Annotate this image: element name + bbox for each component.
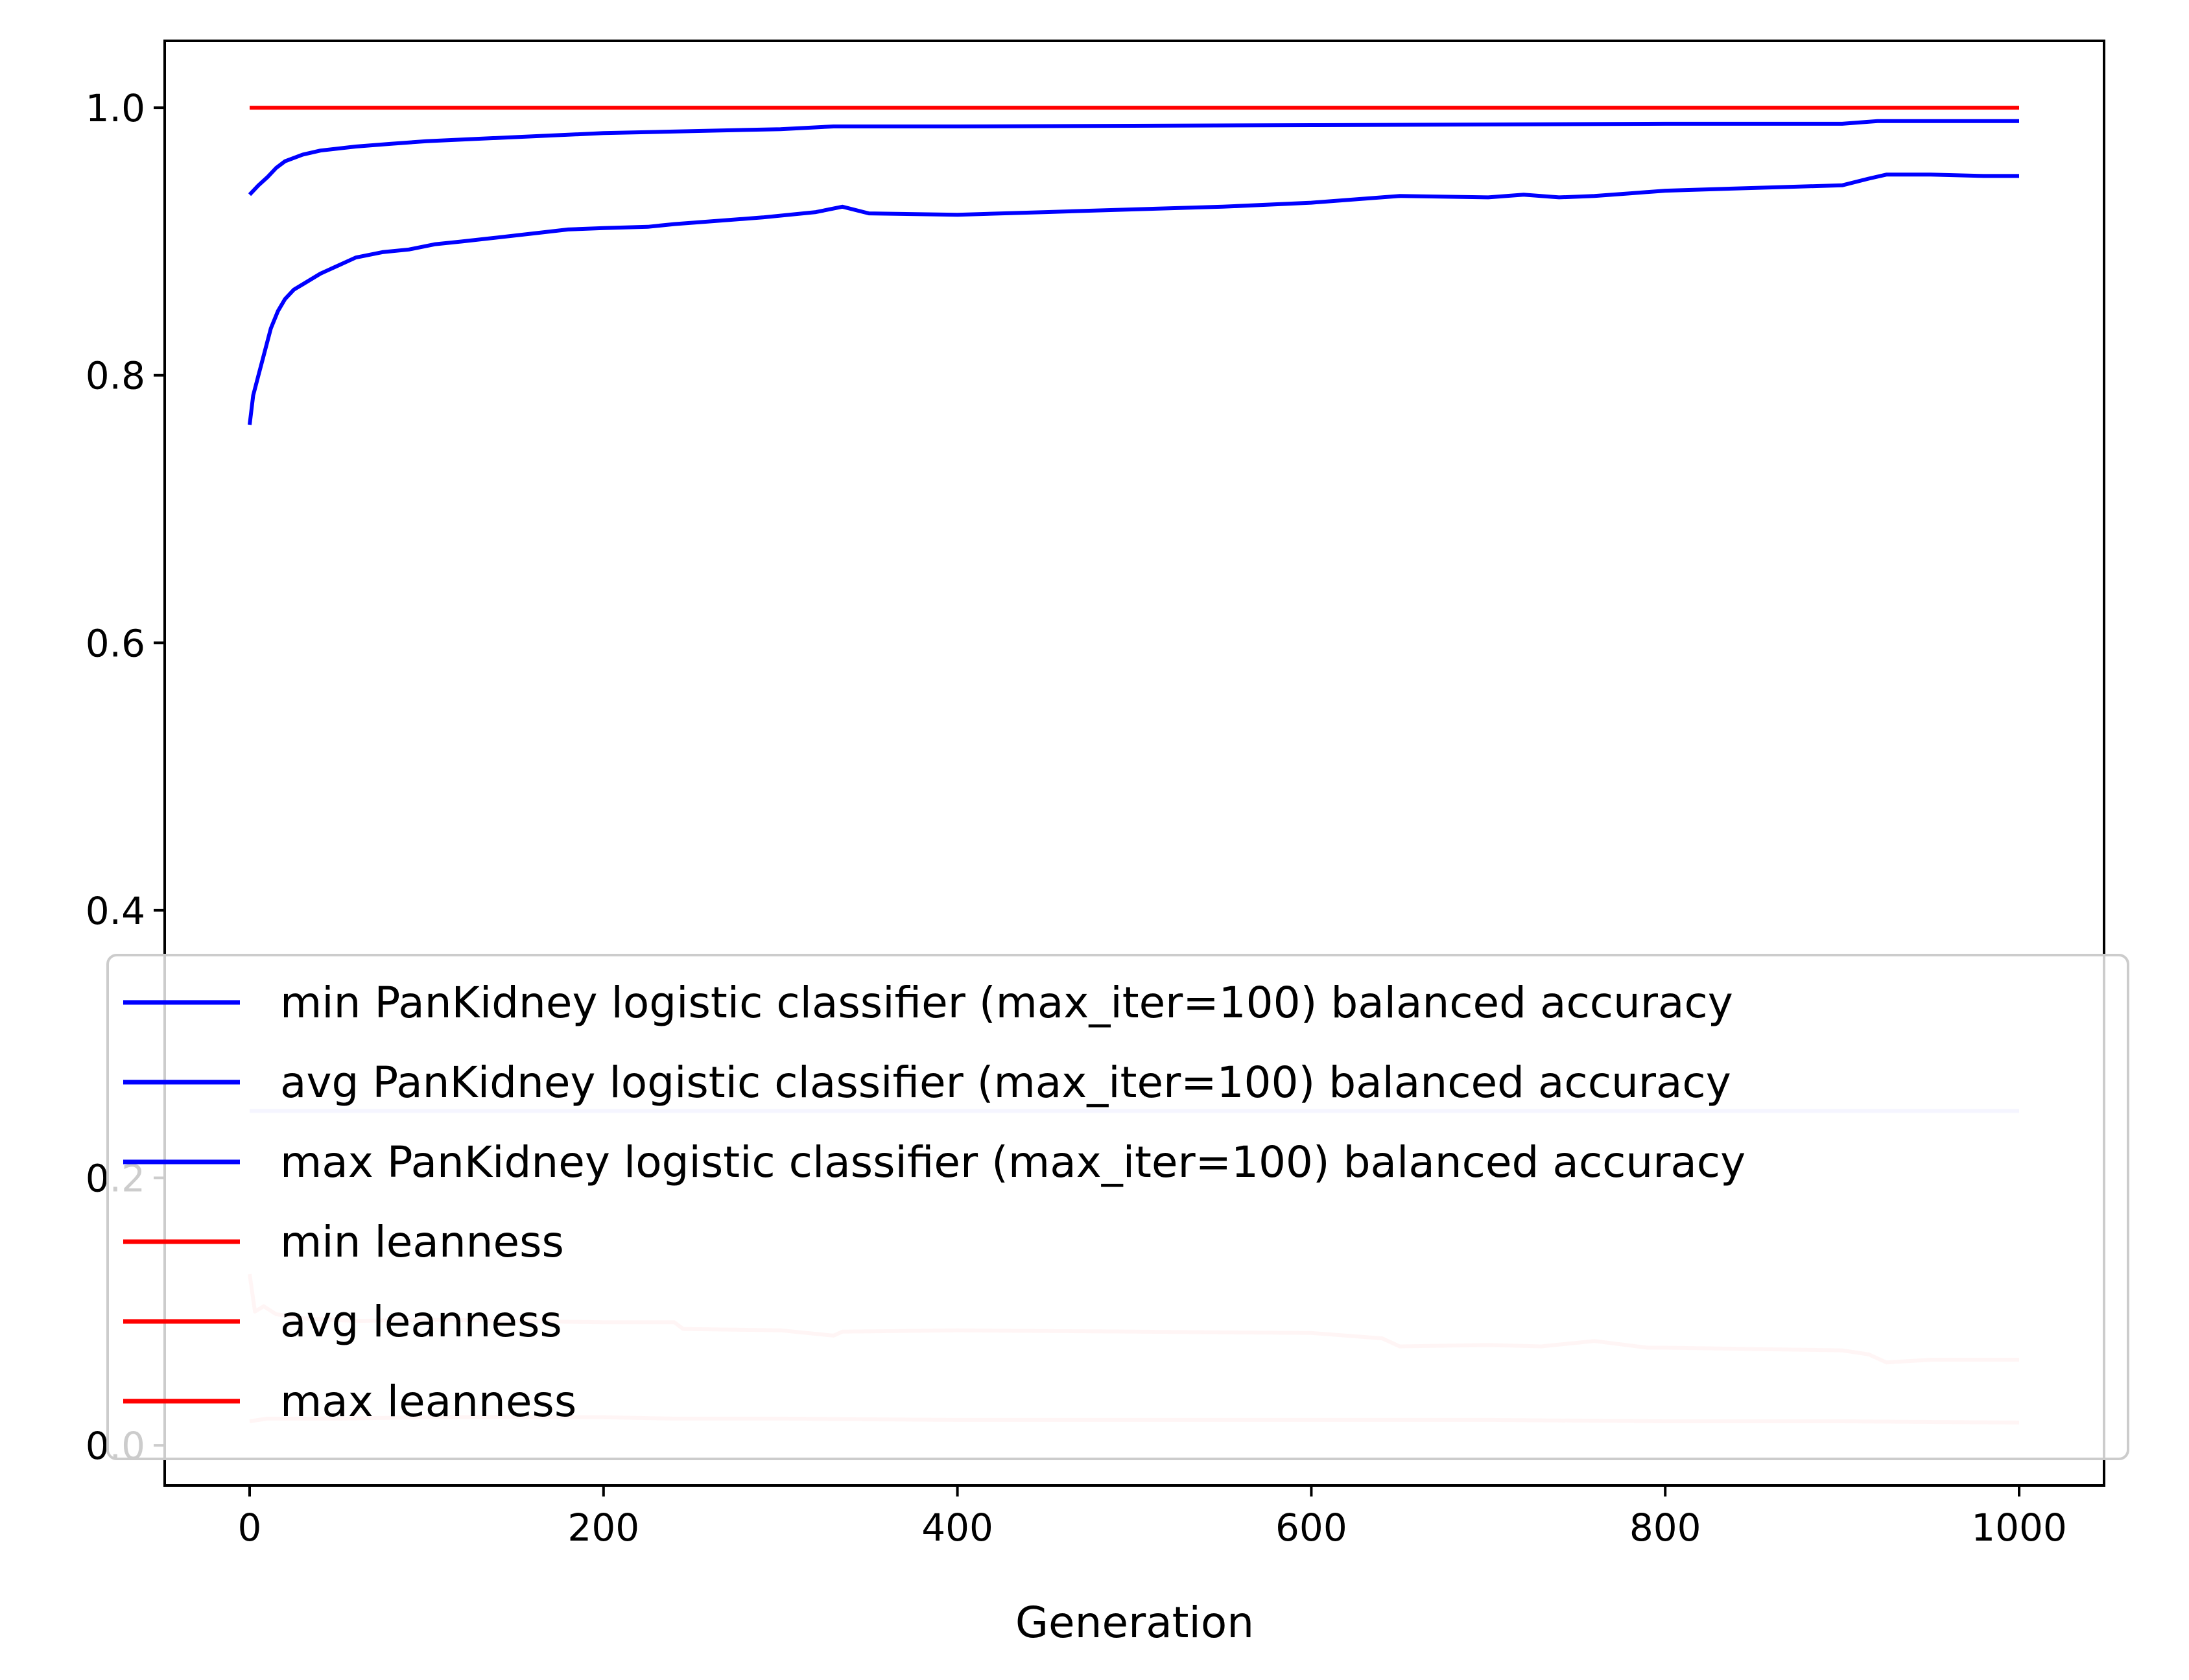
legend-box [106, 954, 2129, 1460]
x-axis-label: Generation [1015, 1598, 1254, 1648]
x-tick-label: 1000 [1971, 1506, 2067, 1550]
legend-label-6: max leanness [280, 1377, 576, 1426]
x-tick-label: 0 [238, 1506, 262, 1550]
y-tick-label: 0.6 [86, 621, 145, 665]
legend: min PanKidney logistic classifier (max_i… [106, 954, 2129, 1460]
legend-label-1: min PanKidney logistic classifier (max_i… [280, 978, 1733, 1028]
y-tick-label: 0.4 [86, 889, 145, 933]
series-line-2 [248, 172, 2019, 425]
x-tick-label: 200 [567, 1506, 639, 1550]
x-tick-label: 400 [921, 1506, 993, 1550]
x-tick-label: 600 [1275, 1506, 1347, 1550]
y-tick-label: 1.0 [86, 86, 145, 130]
series-line-3 [248, 119, 2019, 196]
x-tick-label: 800 [1629, 1506, 1701, 1550]
y-tick-label: 0.8 [86, 354, 145, 398]
legend-label-3: max PanKidney logistic classifier (max_i… [280, 1137, 1745, 1187]
plot-frame [163, 40, 2105, 1487]
legend-label-5: avg leanness [280, 1297, 562, 1347]
legend-label-2: avg PanKidney logistic classifier (max_i… [280, 1058, 1731, 1107]
legend-label-4: min leanness [280, 1217, 564, 1267]
legend-entries: min PanKidney logistic classifier (max_i… [123, 978, 1745, 1426]
